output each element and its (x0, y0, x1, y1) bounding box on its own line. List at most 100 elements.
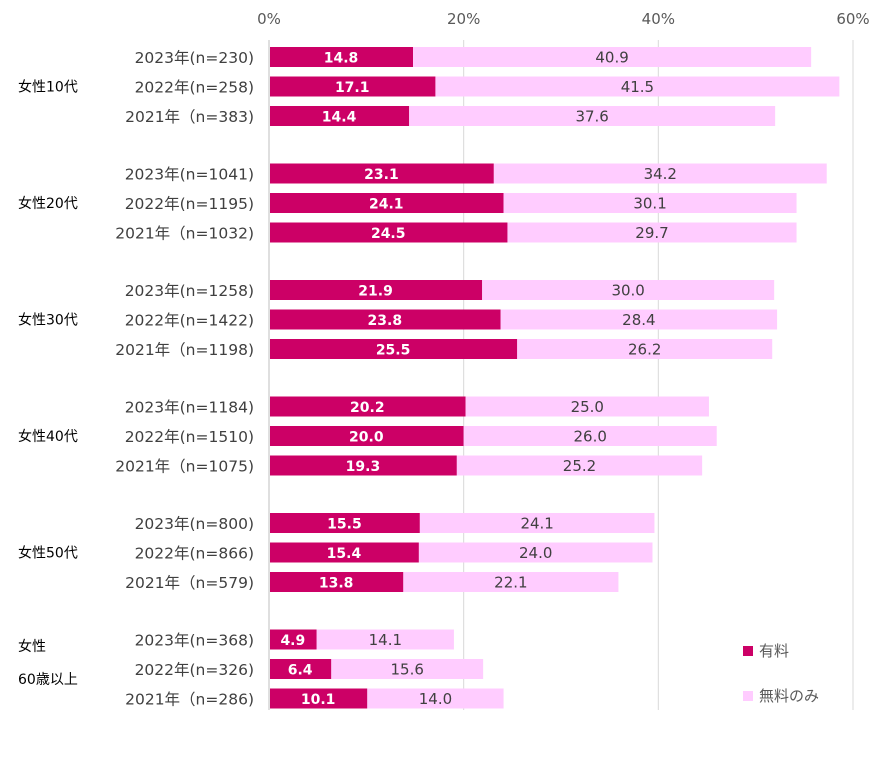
bar-free (435, 76, 840, 97)
value-label-paid: 10.1 (301, 692, 336, 708)
value-label-paid: 23.1 (364, 167, 399, 183)
group-label: 女性 (18, 638, 46, 655)
bar-paid (270, 426, 464, 446)
legend-label: 有料 (759, 642, 789, 660)
row-label: 2021年（n=1075) (115, 458, 254, 476)
bar-free (465, 396, 709, 417)
value-label-paid: 24.1 (369, 197, 404, 213)
row-label: 2023年(n=800) (135, 515, 254, 533)
value-label-free: 30.0 (611, 282, 644, 300)
group-label: 女性30代 (18, 312, 78, 329)
group-label: 60歳以上 (18, 672, 78, 688)
value-label-free: 25.2 (563, 457, 596, 475)
bar-paid (270, 309, 501, 330)
row-label: 2021年（n=1032) (115, 225, 254, 243)
bar-paid (270, 47, 414, 67)
value-label-paid: 4.9 (280, 633, 305, 649)
value-label-paid: 24.5 (371, 226, 406, 242)
value-label-free: 24.0 (519, 544, 552, 562)
bar-free (316, 629, 454, 650)
value-label-free: 26.2 (628, 341, 661, 359)
bar-paid (270, 163, 494, 184)
x-tick-label: 0% (257, 10, 281, 28)
bar-paid (270, 339, 518, 359)
bar-free (500, 309, 778, 330)
value-label-paid: 21.9 (358, 284, 393, 300)
row-label: 2023年(n=368) (135, 632, 254, 650)
value-label-paid: 15.4 (327, 546, 362, 562)
value-label-paid: 20.2 (350, 400, 385, 416)
row-label: 2022年(n=1510) (125, 428, 254, 446)
row-label: 2022年(n=1195) (125, 195, 254, 213)
bar-free (463, 426, 717, 446)
legend-swatch-paid (743, 646, 753, 656)
group-label: 女性50代 (18, 545, 78, 562)
bar-paid (270, 76, 436, 97)
value-label-free: 24.1 (520, 515, 553, 533)
value-label-paid: 13.8 (319, 576, 354, 592)
bar-free (493, 163, 827, 184)
value-label-free: 28.4 (622, 311, 655, 329)
value-label-free: 40.9 (595, 49, 628, 67)
bar-free (507, 222, 797, 243)
row-label: 2021年（n=579) (125, 574, 254, 592)
legend-label: 無料のみ (759, 687, 819, 705)
value-label-free: 29.7 (635, 224, 668, 242)
value-label-paid: 19.3 (346, 459, 381, 475)
bar-free (482, 280, 775, 300)
row-label: 2021年（n=286) (125, 691, 254, 709)
value-label-free: 26.0 (573, 428, 606, 446)
bar-paid (270, 222, 508, 243)
row-label: 2021年（n=1198) (115, 341, 254, 359)
x-tick-label: 20% (447, 10, 480, 28)
bar-free (503, 193, 797, 213)
bar-paid (270, 513, 420, 533)
value-label-free: 30.1 (633, 195, 666, 213)
value-label-paid: 17.1 (335, 80, 370, 96)
value-label-free: 25.0 (571, 398, 604, 416)
row-label: 2022年(n=866) (135, 545, 254, 563)
value-label-paid: 23.8 (368, 313, 403, 329)
bar-paid (270, 572, 404, 592)
bar-free (456, 455, 703, 476)
value-label-paid: 20.0 (349, 430, 384, 446)
legend-swatch-free (743, 691, 753, 701)
bar-paid (270, 659, 332, 679)
value-label-paid: 14.4 (322, 110, 357, 126)
row-label: 2022年(n=1422) (125, 312, 254, 330)
bar-free (367, 688, 504, 709)
row-label: 2023年(n=230) (135, 49, 254, 67)
bar-paid (270, 629, 317, 650)
value-label-paid: 6.4 (288, 663, 313, 679)
bar-paid (270, 688, 368, 709)
value-label-free: 15.6 (391, 661, 424, 679)
group-label: 女性40代 (18, 428, 78, 445)
bar-paid (270, 396, 466, 417)
group-label: 女性10代 (18, 79, 78, 96)
bar-free (331, 659, 484, 679)
bar-paid (270, 193, 504, 213)
bar-paid (270, 106, 410, 126)
x-tick-label: 40% (642, 10, 675, 28)
value-label-paid: 25.5 (376, 343, 411, 359)
bar-free (403, 572, 619, 592)
bar-free (413, 47, 812, 67)
value-label-paid: 15.5 (327, 517, 362, 533)
value-label-free: 37.6 (575, 108, 608, 126)
value-label-free: 14.0 (419, 690, 452, 708)
value-label-free: 14.1 (369, 631, 402, 649)
row-label: 2022年(n=258) (135, 79, 254, 97)
bar-free (418, 542, 653, 563)
value-label-free: 22.1 (494, 574, 527, 592)
row-label: 2023年(n=1258) (125, 282, 254, 300)
value-label-paid: 14.8 (324, 51, 359, 67)
value-label-free: 34.2 (644, 165, 677, 183)
row-label: 2023年(n=1041) (125, 166, 254, 184)
bar-free (409, 106, 776, 126)
bar-free (517, 339, 773, 359)
row-label: 2021年（n=383) (125, 108, 254, 126)
bar-free (419, 513, 655, 533)
bar-paid (270, 280, 483, 300)
row-label: 2022年(n=326) (135, 661, 254, 679)
